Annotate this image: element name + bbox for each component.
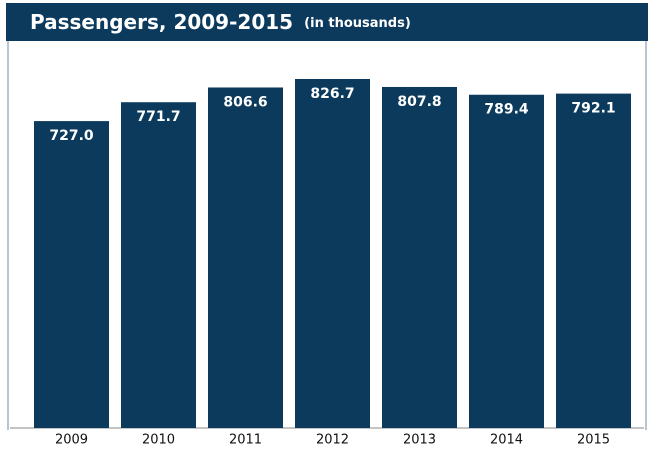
- value-label: 727.0: [49, 128, 94, 144]
- value-label: 792.1: [571, 101, 615, 117]
- value-label: 789.4: [484, 102, 529, 118]
- bar: [208, 87, 283, 429]
- bar: [295, 79, 370, 428]
- value-label: 771.7: [136, 109, 180, 125]
- value-label: 806.6: [223, 94, 267, 110]
- bar: [556, 93, 631, 428]
- value-label: 807.8: [397, 94, 441, 110]
- bar: [469, 94, 544, 428]
- x-tick-label: 2009: [55, 433, 88, 448]
- x-tick-label: 2012: [316, 433, 349, 448]
- chart-title-group: Passengers, 2009-2015 (in thousands): [30, 10, 411, 34]
- x-tick-label: 2010: [142, 433, 175, 448]
- chart-subtitle: (in thousands): [304, 16, 411, 31]
- bar: [382, 86, 457, 429]
- x-tick-label: 2011: [229, 433, 262, 448]
- chart-title: Passengers, 2009-2015: [30, 10, 293, 34]
- x-tick-label: 2014: [490, 433, 523, 448]
- bar: [34, 121, 109, 429]
- title-bar: [6, 3, 648, 41]
- bar: [121, 102, 196, 429]
- value-label: 826.7: [310, 86, 354, 102]
- x-tick-label: 2013: [403, 433, 436, 448]
- x-tick-label: 2015: [577, 433, 610, 448]
